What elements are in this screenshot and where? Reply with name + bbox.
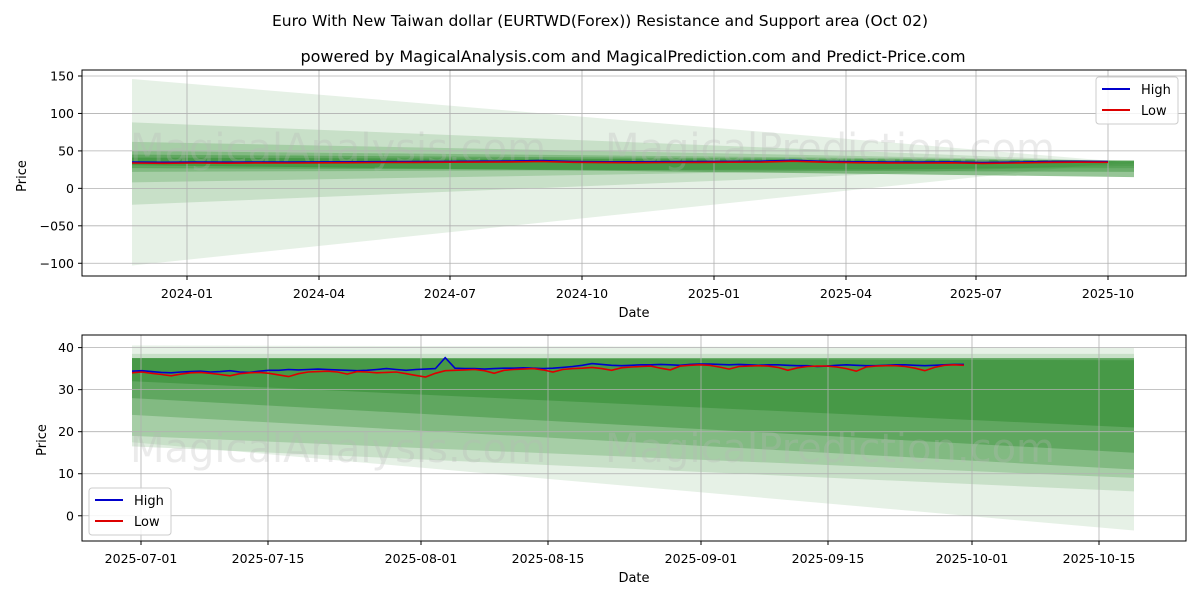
bottom-x-axis-label: Date [618, 571, 649, 586]
bottom-xtick-label-2: 2025-08-01 [385, 551, 458, 566]
bottom-ytick-label-2: 20 [58, 424, 74, 439]
top-support-resistance-bands [132, 79, 1134, 266]
top-ytick-label-1: 100 [50, 106, 74, 121]
bottom-series-low [131, 363, 965, 378]
top-xtick-label-5: 2025-04 [820, 286, 872, 301]
top-y-ticks: 150 100 50 0 −050 −100 [40, 68, 82, 271]
top-xtick-label-6: 2025-07 [950, 286, 1002, 301]
top-series-lines [131, 159, 1109, 165]
bottom-panel: MagicalAnalysis.com MagicalPrediction.co… [35, 334, 1187, 586]
watermark-prediction-bottom: MagicalPrediction.com [605, 426, 1055, 472]
bottom-xtick-label-5: 2025-09-15 [792, 551, 865, 566]
top-ytick-label-3: 0 [66, 181, 74, 196]
bottom-ytick-label-1: 30 [58, 382, 74, 397]
top-ytick-label-5: −100 [40, 256, 74, 271]
watermark-analysis-top: MagicalAnalysis.com [130, 126, 546, 172]
bottom-ytick-label-3: 10 [58, 466, 74, 481]
bottom-legend-low-label: Low [134, 515, 160, 530]
bottom-series-lines [131, 356, 965, 378]
top-gridlines [82, 70, 1186, 276]
top-xtick-label-7: 2025-10 [1082, 286, 1134, 301]
top-series-low [131, 160, 1109, 165]
top-ytick-label-2: 50 [58, 143, 74, 158]
bottom-xtick-label-0: 2025-07-01 [105, 551, 178, 566]
bottom-xtick-label-3: 2025-08-15 [512, 551, 585, 566]
top-legend-high-label: High [1141, 83, 1171, 98]
top-ytick-label-0: 150 [50, 68, 74, 83]
bottom-watermarks: MagicalAnalysis.com MagicalPrediction.co… [130, 426, 1055, 472]
top-series-high [131, 159, 1109, 164]
bottom-x-ticks: 2025-07-01 2025-07-15 2025-08-01 2025-08-15… [105, 541, 1136, 566]
top-xtick-label-4: 2025-01 [688, 286, 740, 301]
top-plot-frame [81, 69, 1187, 277]
bottom-y-ticks: 40 30 20 10 0 [58, 340, 82, 523]
top-xtick-label-3: 2024-10 [556, 286, 608, 301]
top-legend: High Low [1095, 76, 1179, 125]
bottom-xtick-label-1: 2025-07-15 [232, 551, 305, 566]
bottom-plot-frame [81, 334, 1187, 542]
bottom-y-axis-label: Price [35, 424, 50, 456]
bottom-support-resistance-bands [132, 345, 1134, 531]
watermark-analysis-bottom: MagicalAnalysis.com [130, 426, 546, 472]
top-xtick-label-1: 2024-04 [293, 286, 345, 301]
top-panel: MagicalAnalysis.com MagicalPrediction.co… [15, 68, 1187, 321]
top-xtick-label-2: 2024-07 [424, 286, 476, 301]
chart-title: Euro With New Taiwan dollar (EURTWD(Fore… [272, 12, 928, 30]
chart-subtitle: powered by MagicalAnalysis.com and Magic… [300, 47, 965, 66]
bottom-gridlines [82, 335, 1186, 541]
top-ytick-label-4: −050 [40, 218, 74, 233]
bottom-ytick-label-4: 0 [66, 508, 74, 523]
bottom-xtick-label-6: 2025-10-01 [936, 551, 1009, 566]
top-x-axis-label: Date [618, 306, 649, 321]
top-watermarks: MagicalAnalysis.com MagicalPrediction.co… [130, 126, 1055, 172]
top-legend-low-label: Low [1141, 104, 1167, 119]
top-x-ticks: 2024-01 2024-04 2024-07 2024-10 2025-01 2025-… [161, 276, 1134, 301]
top-xtick-label-0: 2024-01 [161, 286, 213, 301]
bottom-ytick-label-0: 40 [58, 340, 74, 355]
bottom-band-5 [132, 358, 1134, 428]
watermark-prediction-top: MagicalPrediction.com [605, 126, 1055, 172]
top-y-axis-label: Price [15, 160, 30, 192]
top-band-0 [132, 79, 1134, 266]
bottom-xtick-label-4: 2025-09-01 [665, 551, 738, 566]
bottom-xtick-label-7: 2025-10-15 [1063, 551, 1136, 566]
bottom-legend: High Low [88, 487, 172, 536]
bottom-legend-high-label: High [134, 494, 164, 509]
